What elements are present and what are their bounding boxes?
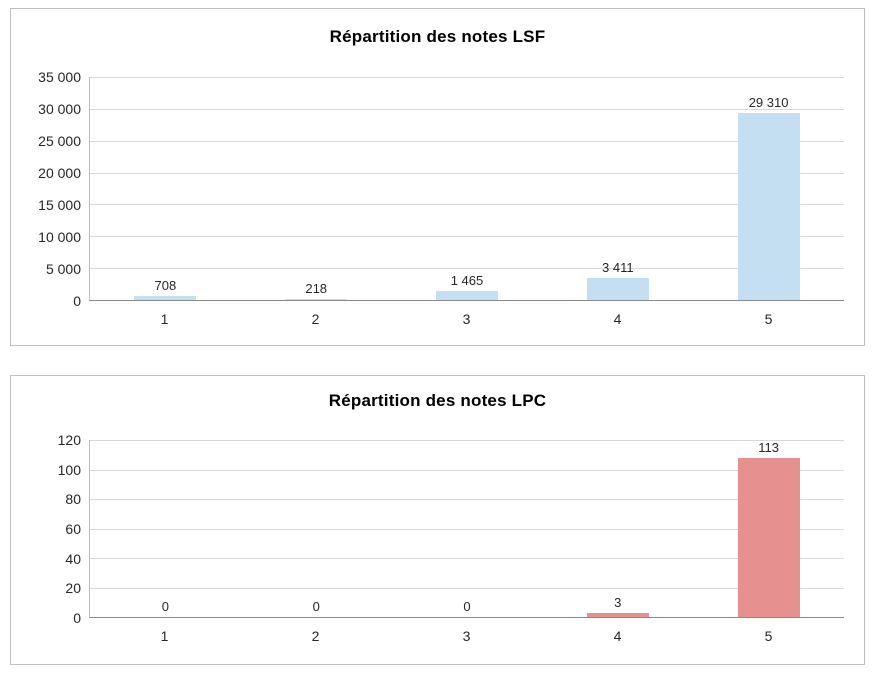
bar-value-label: 29 310 — [748, 95, 789, 111]
chart-lsf-plot-area: 708 218 1 465 3 411 29 310 — [89, 77, 844, 301]
x-tick-label: 4 — [613, 628, 622, 644]
chart-lsf-bars: 708 218 1 465 3 411 29 310 — [90, 77, 844, 300]
gridline — [90, 268, 844, 270]
y-tick-label: 20 000 — [38, 165, 81, 181]
bar — [285, 298, 348, 300]
bar-slot: 0 — [90, 440, 241, 617]
chart-lsf-x-axis: 1 2 3 4 5 — [89, 311, 844, 327]
bar — [134, 295, 197, 300]
bar — [737, 113, 800, 300]
gridline — [90, 469, 844, 471]
bar — [586, 612, 649, 617]
chart-lpc-y-axis: 0 20 40 60 80 100 120 — [11, 432, 81, 626]
bar-value-label: 0 — [161, 599, 170, 614]
bar-value-label: 218 — [305, 280, 328, 296]
y-tick-label: 20 — [65, 580, 81, 597]
bar-value-label: 708 — [154, 277, 177, 293]
bar-value-label: 113 — [758, 440, 779, 455]
bar-value-label: 0 — [463, 599, 471, 614]
chart-lpc-plot-area: 0 0 0 3 113 — [89, 440, 844, 618]
y-tick-label: 80 — [65, 491, 81, 508]
bar — [737, 458, 800, 617]
bar-slot: 3 — [542, 440, 693, 617]
bar-value-label: 0 — [312, 599, 320, 614]
bar-slot: 0 — [392, 440, 543, 617]
x-tick-label: 1 — [160, 311, 169, 327]
x-tick-label: 3 — [462, 311, 471, 327]
y-tick-label: 120 — [57, 432, 81, 448]
bar-slot: 218 — [241, 77, 392, 300]
bar-value-label: 3 411 — [602, 260, 634, 276]
bar-slot: 3 411 — [542, 77, 693, 300]
gridline — [90, 558, 844, 559]
x-tick-label: 4 — [613, 311, 622, 327]
x-tick-label: 5 — [764, 628, 773, 644]
x-tick-label: 2 — [311, 311, 320, 327]
y-tick-label: 25 000 — [38, 133, 81, 149]
bar-slot: 708 — [90, 77, 241, 300]
bar-slot: 0 — [241, 440, 392, 617]
x-tick-label: 2 — [311, 628, 320, 644]
chart-lsf-y-axis: 0 5 000 10 000 15 000 20 000 25 000 30 000 35 0… — [11, 69, 81, 309]
y-tick-label: 5 000 — [45, 261, 81, 277]
chart-lpc-bars: 0 0 0 3 113 — [90, 440, 844, 617]
gridline — [90, 172, 844, 174]
gridline — [90, 499, 844, 500]
y-tick-label: 0 — [73, 610, 81, 626]
y-tick-label: 35 000 — [38, 69, 81, 85]
y-tick-label: 0 — [73, 293, 81, 309]
y-tick-label: 100 — [57, 461, 81, 478]
gridline — [90, 587, 844, 589]
gridline — [90, 108, 844, 110]
bar-slot: 113 — [693, 440, 844, 617]
bar-slot: 1 465 — [392, 77, 543, 300]
chart-lpc: Répartition des notes LPC 0 20 40 60 80 100 12… — [10, 375, 865, 665]
gridline — [90, 440, 844, 441]
gridline — [90, 140, 844, 142]
bar — [586, 278, 649, 300]
y-tick-label: 15 000 — [38, 197, 81, 213]
chart-lpc-x-axis: 1 2 3 4 5 — [89, 628, 844, 644]
gridline — [90, 77, 844, 78]
y-tick-label: 60 — [65, 521, 81, 537]
bar — [435, 290, 498, 300]
chart-lsf-title: Répartition des notes LSF — [329, 27, 546, 46]
x-tick-label: 1 — [160, 628, 169, 644]
gridline — [90, 204, 844, 206]
y-tick-label: 30 000 — [38, 101, 81, 117]
gridline — [90, 236, 844, 238]
gridline — [90, 528, 844, 530]
x-tick-label: 3 — [462, 628, 471, 644]
y-tick-label: 10 000 — [38, 229, 81, 245]
bar-slot: 29 310 — [693, 77, 844, 300]
bar-value-label: 1 465 — [450, 272, 484, 288]
bar-value-label: 3 — [614, 594, 622, 610]
chart-lpc-title: Répartition des notes LPC — [328, 391, 547, 410]
x-tick-label: 5 — [764, 311, 773, 327]
y-tick-label: 40 — [65, 550, 81, 567]
